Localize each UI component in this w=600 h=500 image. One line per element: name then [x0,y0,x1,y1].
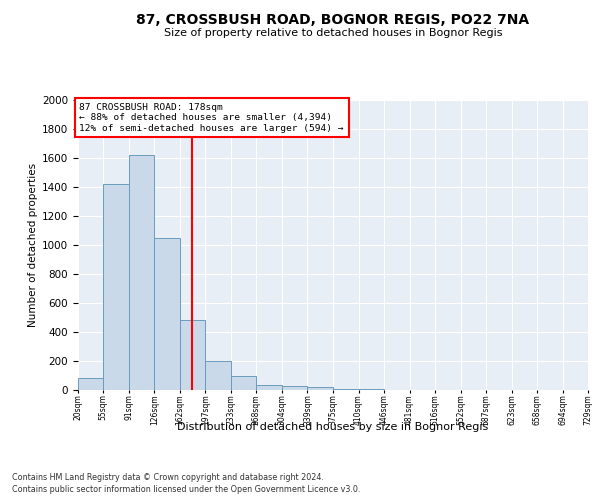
Text: 87, CROSSBUSH ROAD, BOGNOR REGIS, PO22 7NA: 87, CROSSBUSH ROAD, BOGNOR REGIS, PO22 7… [136,12,530,26]
Bar [282,386,307,390]
Bar [256,385,282,390]
Bar [78,378,103,390]
Bar [103,184,129,390]
Text: Distribution of detached houses by size in Bognor Regis: Distribution of detached houses by size … [178,422,488,432]
Bar [205,361,231,390]
Text: Contains HM Land Registry data © Crown copyright and database right 2024.: Contains HM Land Registry data © Crown c… [12,472,324,482]
Bar [154,238,180,390]
Y-axis label: Number of detached properties: Number of detached properties [28,163,38,327]
Bar [129,155,154,390]
Text: Size of property relative to detached houses in Bognor Regis: Size of property relative to detached ho… [164,28,502,38]
Bar [231,376,256,390]
Bar [180,320,205,390]
Bar [334,388,359,390]
Bar [307,387,334,390]
Text: 87 CROSSBUSH ROAD: 178sqm
← 88% of detached houses are smaller (4,394)
12% of se: 87 CROSSBUSH ROAD: 178sqm ← 88% of detac… [79,103,344,132]
Text: Contains public sector information licensed under the Open Government Licence v3: Contains public sector information licen… [12,485,361,494]
